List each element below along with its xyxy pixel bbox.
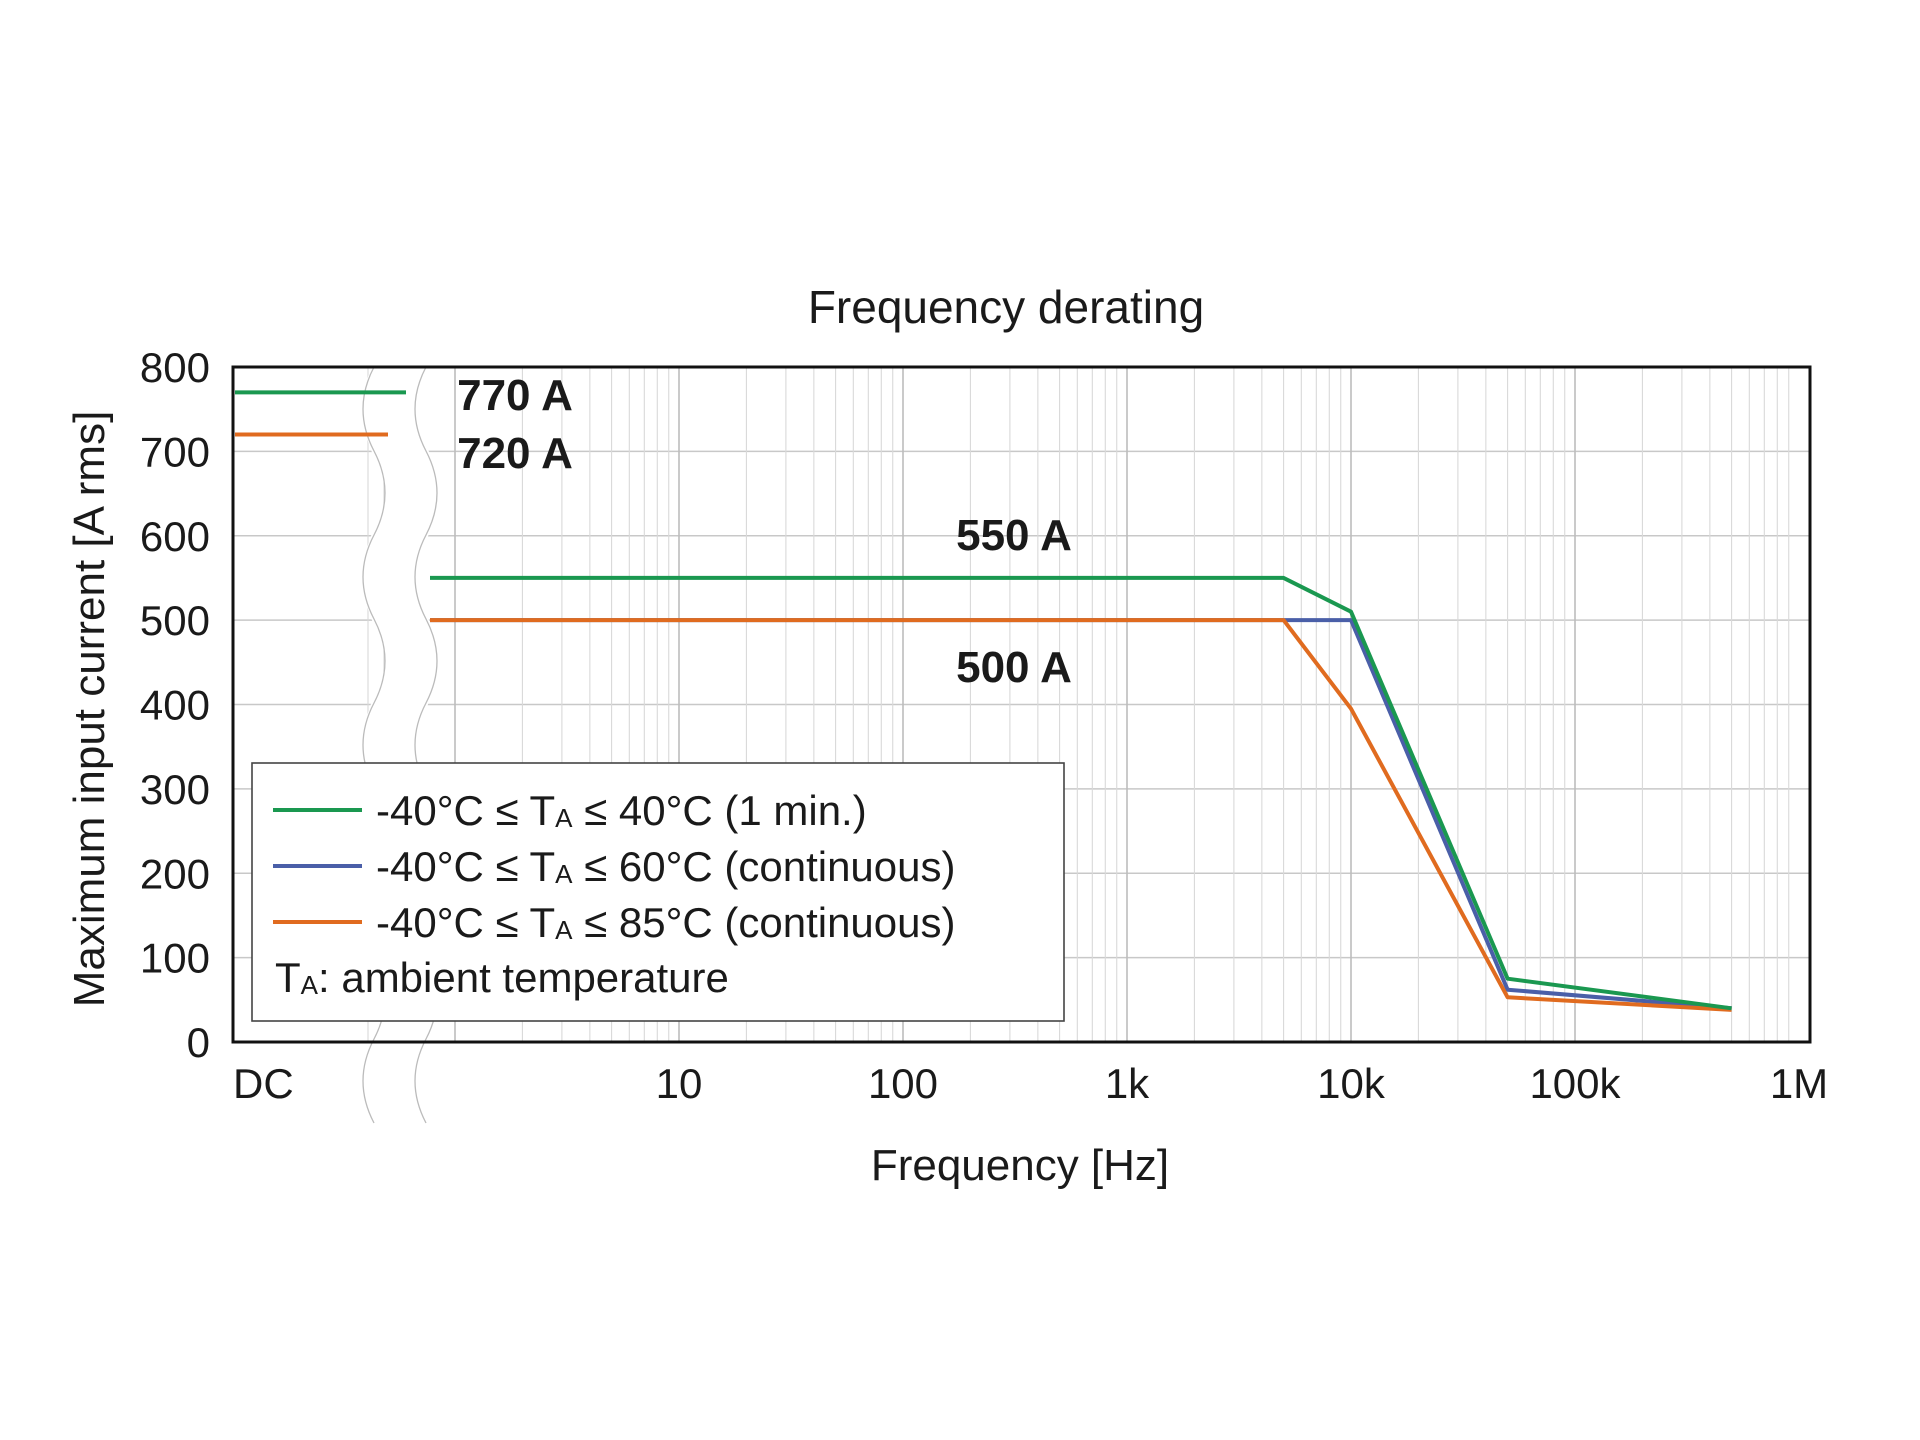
x-tick-labels: DC 10 100 1k 10k 100k 1M	[233, 1060, 1828, 1107]
x-tick-label: DC	[233, 1060, 294, 1107]
legend-entry: -40°C ≤ TA ≤ 85°C (continuous)	[376, 899, 956, 946]
legend-box	[251, 762, 1065, 1022]
x-axis-label: Frequency [Hz]	[871, 1141, 1169, 1190]
series-lines	[235, 390, 1732, 1012]
x-tick-label: 1M	[1770, 1060, 1828, 1107]
x-tick-label: 100	[868, 1060, 938, 1107]
y-tick-label: 600	[140, 513, 210, 560]
value-annotation: 770 A	[457, 371, 573, 420]
chart-title: Frequency derating	[808, 281, 1204, 333]
value-annotation: 500 A	[956, 643, 1072, 692]
legend-entry: -40°C ≤ TA ≤ 60°C (continuous)	[376, 843, 956, 890]
y-tick-label: 400	[140, 682, 210, 729]
x-tick-label: 100k	[1529, 1060, 1621, 1107]
legend: -40°C ≤ TA ≤ 40°C (1 min.) -40°C ≤ TA ≤ 6…	[251, 762, 1065, 1022]
y-axis-label: Maximum input current [A rms]	[65, 411, 114, 1008]
y-tick-label: 500	[140, 597, 210, 644]
legend-entry: -40°C ≤ TA ≤ 40°C (1 min.)	[376, 787, 867, 834]
y-tick-label: 200	[140, 850, 210, 897]
y-tick-label: 100	[140, 935, 210, 982]
x-tick-label: 10	[656, 1060, 703, 1107]
value-annotations: 770 A 720 A 550 A 500 A	[457, 371, 1072, 692]
value-annotation: 720 A	[457, 429, 573, 478]
legend-note: TA: ambient temperature	[275, 954, 729, 1001]
y-tick-label: 800	[140, 344, 210, 391]
value-annotation: 550 A	[956, 511, 1072, 560]
series-line	[430, 575, 1732, 1011]
series-line	[430, 618, 1732, 1012]
y-tick-labels: 0 100 200 300 400 500 600 700 800	[140, 344, 210, 1066]
x-tick-label: 10k	[1317, 1060, 1386, 1107]
plot-frame	[231, 365, 1812, 1044]
y-tick-label: 700	[140, 428, 210, 475]
y-tick-label: 300	[140, 766, 210, 813]
x-tick-label: 1k	[1105, 1060, 1150, 1107]
y-tick-label: 0	[187, 1019, 210, 1066]
